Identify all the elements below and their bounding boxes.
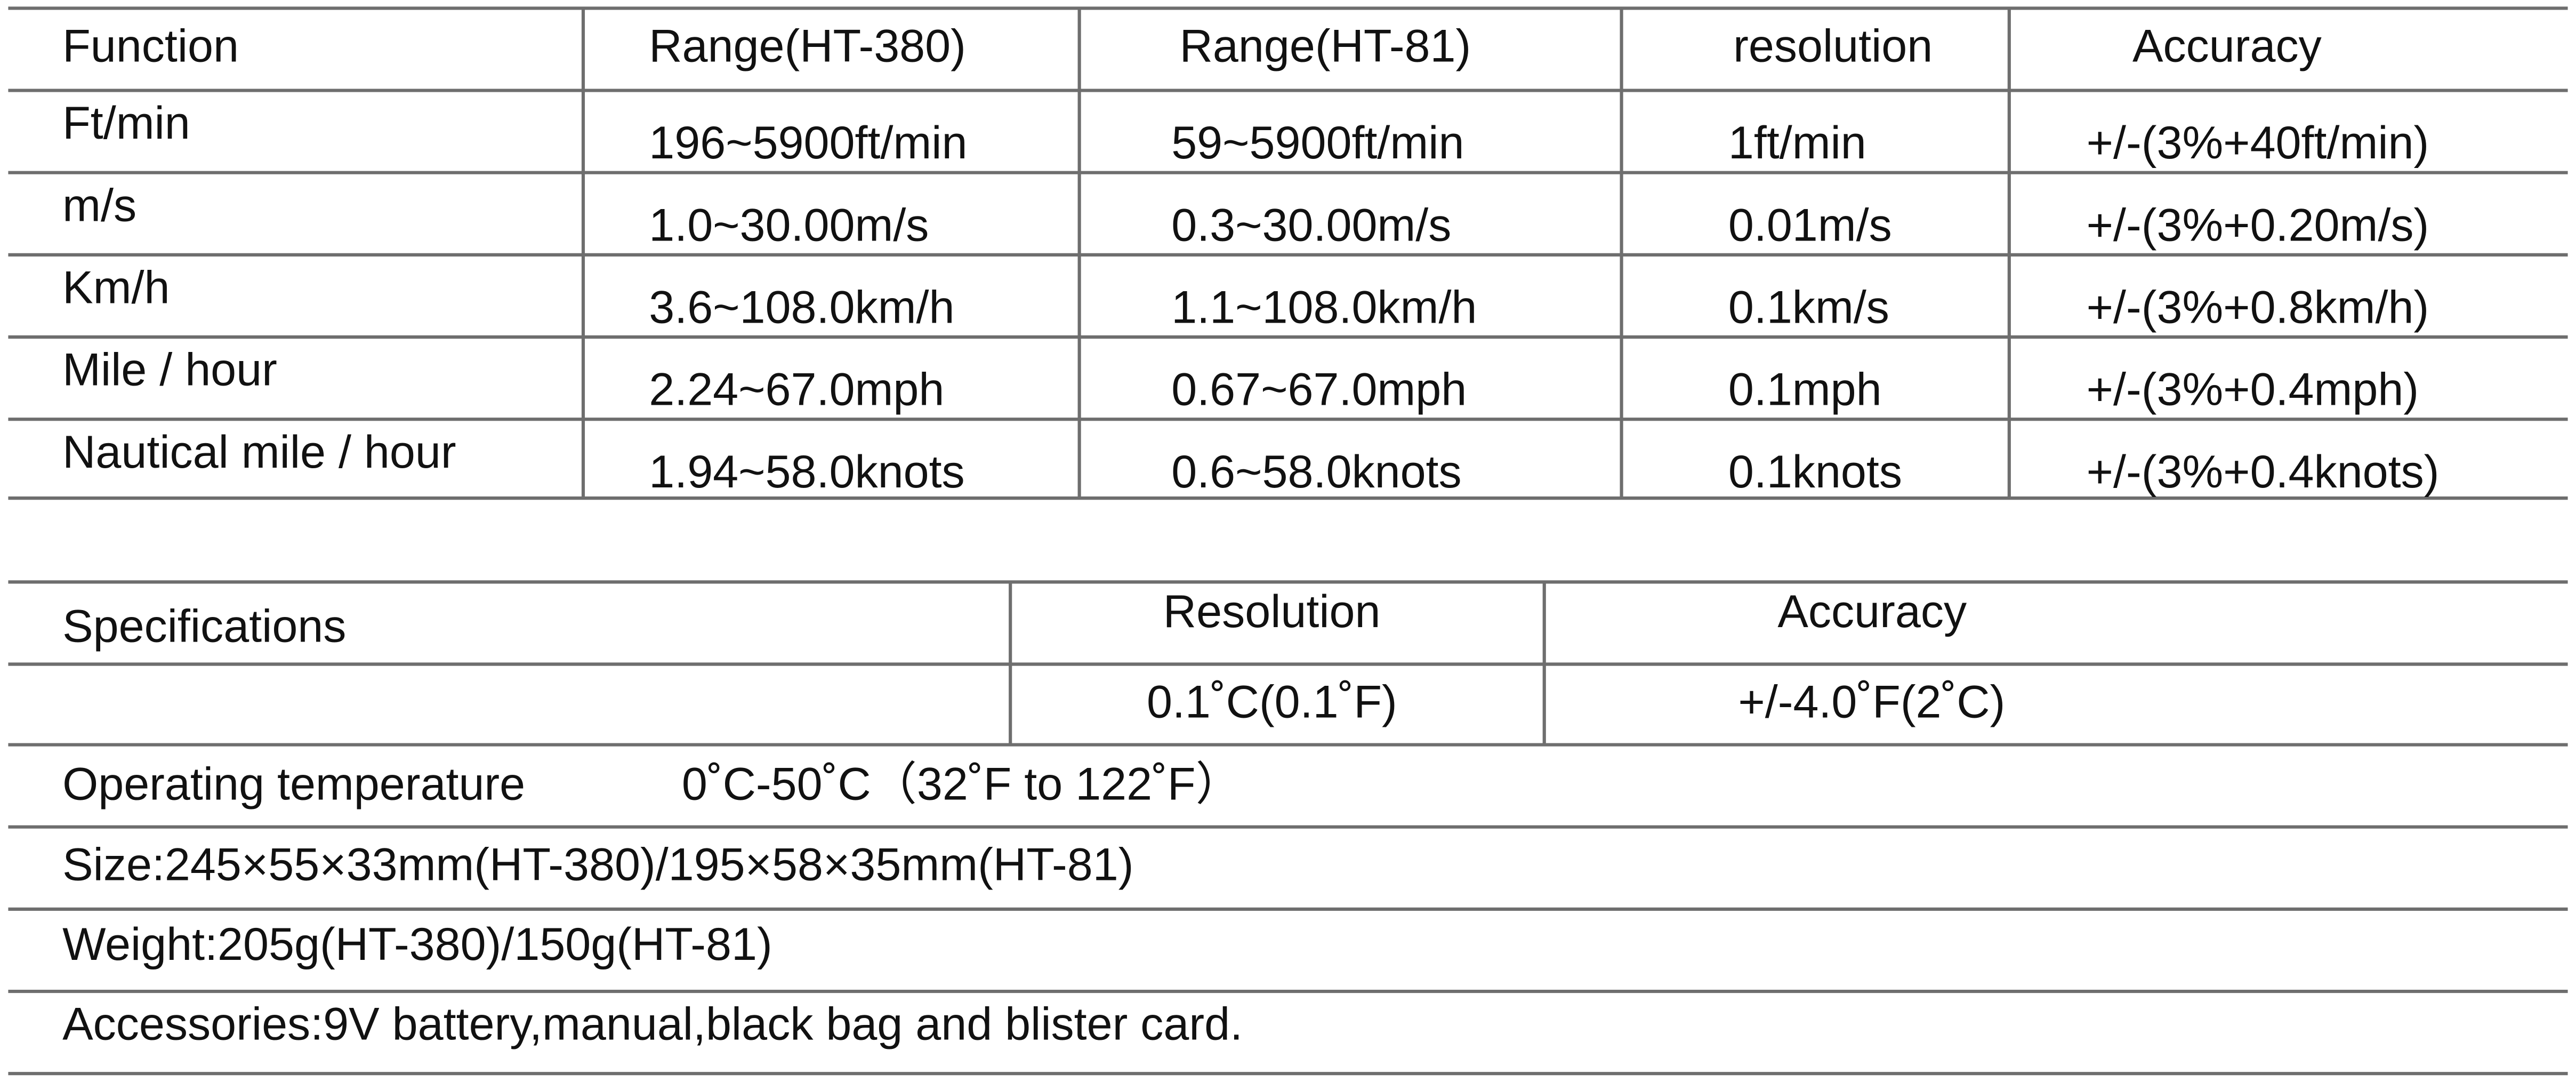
spec-value: 0˚C-50˚C（32˚F to 122˚F） [682,759,1242,810]
row-label: m/s [62,180,136,231]
row-label: Ft/min [62,98,190,149]
table-cell: 0.67~67.0mph [1171,364,1467,415]
table-header: Range(HT-81) [1180,20,1471,71]
table-header: Function [62,20,239,71]
table-header: Accuracy [2132,20,2322,71]
table-cell: 1ft/min [1728,117,1866,169]
spec-note: Weight:205g(HT-380)/150g(HT-81) [62,919,772,970]
spec-note: Accessories:9V battery,manual,black bag … [62,999,1243,1050]
table-cell: 0.1mph [1728,364,1882,415]
spec-note: Size:245×55×33mm(HT-380)/195×58×35mm(HT-… [62,839,1133,891]
spec-header: Accuracy [1777,586,1967,637]
table-header: Range(HT-380) [649,20,966,71]
table-cell: +/-(3%+0.4knots) [2087,446,2440,498]
spec-header: Specifications [62,601,346,652]
table-cell: 196~5900ft/min [649,117,967,169]
row-label: Nautical mile / hour [62,427,456,478]
table-cell: 2.24~67.0mph [649,364,944,415]
table-cell: +/-(3%+0.8km/h) [2087,282,2429,333]
spec-cell: 0.1˚C(0.1˚F) [1147,676,1397,727]
table-cell: 0.1km/s [1728,282,1889,333]
table-header: resolution [1733,20,1933,71]
table-cell: 1.0~30.00m/s [649,199,929,251]
table-cell: +/-(3%+40ft/min) [2087,117,2429,169]
table-cell: +/-(3%+0.4mph) [2087,364,2419,415]
table2-grid [8,580,2568,1076]
table-cell: 0.01m/s [1728,199,1892,251]
spec-label: Operating temperature [62,759,525,810]
table-cell: 1.94~58.0knots [649,446,964,498]
spec-cell: +/-4.0˚F(2˚C) [1738,676,2005,727]
row-label: Mile / hour [62,344,277,396]
table1-grid [8,6,2568,500]
table-cell: 0.1knots [1728,446,1902,498]
table-cell: 0.6~58.0knots [1171,446,1461,498]
table-cell: +/-(3%+0.20m/s) [2087,199,2429,251]
table-cell: 59~5900ft/min [1171,117,1464,169]
row-label: Km/h [62,262,170,314]
table-cell: 3.6~108.0km/h [649,282,954,333]
table-cell: 1.1~108.0km/h [1171,282,1477,333]
spec-header: Resolution [1163,586,1381,637]
table-cell: 0.3~30.00m/s [1171,199,1451,251]
